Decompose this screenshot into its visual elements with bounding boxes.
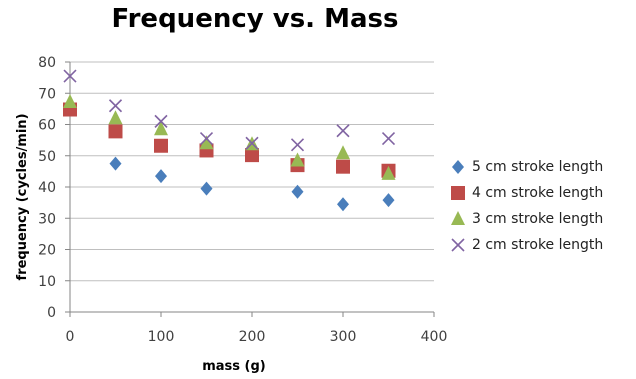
- x-tick-label: 400: [421, 329, 448, 345]
- data-point-series-4: [245, 136, 259, 150]
- data-point-series-3: [336, 145, 350, 160]
- data-point-series-3: [63, 94, 77, 108]
- chart-title: Frequency vs. Mass: [111, 4, 399, 34]
- x-tick-label: 100: [148, 329, 175, 345]
- data-point-series-4: [290, 138, 305, 152]
- x-stroke: [245, 136, 259, 150]
- data-point-series-3: [108, 110, 123, 125]
- x-marker-icon: [451, 238, 465, 252]
- square-marker-icon: [451, 186, 465, 200]
- legend-item: 2 cm stroke length: [450, 232, 636, 258]
- axes: 0 10 20 30 40 50 60 70 80 0 100 200 300 400: [38, 55, 447, 345]
- x-axis-label: mass (g): [202, 359, 266, 374]
- x-stroke: [108, 99, 123, 113]
- data-point-series-4: [381, 131, 396, 146]
- y-tick-label: 60: [38, 118, 56, 134]
- data-point-series-1: [337, 197, 349, 212]
- x-stroke: [154, 114, 168, 128]
- data-point-series-3: [199, 135, 214, 150]
- data-point-series-1: [382, 193, 395, 208]
- legend-item: 4 cm stroke length: [450, 180, 636, 206]
- y-tick-label: 40: [38, 180, 56, 196]
- legend-marker: [452, 160, 464, 174]
- x-stroke: [63, 69, 77, 83]
- data-point-series-2: [245, 148, 259, 163]
- data-point-series-3: [154, 121, 168, 136]
- legend-marker: [451, 186, 465, 200]
- data-point-series-1: [200, 181, 213, 196]
- data-point-series-2: [154, 138, 168, 153]
- x-stroke: [199, 131, 214, 146]
- data-point-series-3: [381, 165, 396, 180]
- data-point-series-3: [290, 152, 305, 167]
- x-tick-label: 0: [66, 329, 75, 345]
- data-point-series-1: [155, 169, 167, 184]
- x-stroke: [336, 124, 350, 138]
- legend-label: 5 cm stroke length: [472, 159, 604, 175]
- y-tick-label: 20: [38, 243, 56, 259]
- data-point-series-4: [336, 124, 350, 138]
- legend-marker: [451, 238, 465, 252]
- x-stroke: [381, 131, 396, 146]
- y-axis-label: frequency (cycles/min): [15, 113, 30, 280]
- diamond-marker-icon: [452, 160, 464, 174]
- gridlines: [70, 61, 434, 313]
- y-tick-label: 80: [38, 55, 56, 71]
- data-point-series-2: [336, 159, 350, 174]
- x-stroke: [290, 138, 305, 152]
- y-tick-label: 50: [38, 149, 56, 165]
- legend-item: 3 cm stroke length: [450, 206, 636, 232]
- x-stroke: [451, 238, 465, 252]
- triangle-marker-icon: [451, 211, 465, 225]
- y-tick-label: 70: [38, 86, 56, 102]
- data-point-series-4: [154, 114, 168, 128]
- legend-label: 3 cm stroke length: [472, 211, 604, 227]
- data-point-series-1: [291, 184, 304, 199]
- legend: 5 cm stroke length 4 cm stroke length 3 cm…: [450, 154, 636, 258]
- legend-label: 2 cm stroke length: [472, 237, 604, 253]
- legend-item: 5 cm stroke length: [450, 154, 636, 180]
- legend-label: 4 cm stroke length: [472, 185, 604, 201]
- data-points: [63, 69, 396, 212]
- data-point-series-4: [199, 131, 214, 146]
- x-tick-label: 300: [330, 329, 357, 345]
- x-tick-label: 200: [239, 329, 266, 345]
- data-point-series-4: [108, 99, 123, 113]
- y-tick-label: 10: [38, 274, 56, 290]
- data-point-series-4: [63, 69, 77, 83]
- legend-marker: [451, 211, 465, 225]
- y-tick-label: 30: [38, 211, 56, 227]
- y-tick-label: 0: [47, 305, 56, 321]
- data-point-series-2: [108, 124, 123, 139]
- data-point-series-1: [109, 156, 122, 171]
